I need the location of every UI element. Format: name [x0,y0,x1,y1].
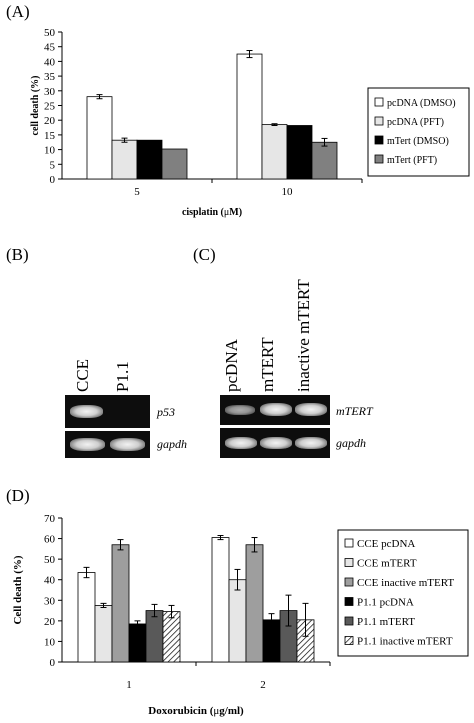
legend-label: P1.1 inactive mTERT [357,636,453,648]
x-axis-label: Doxorubicin (μg/ml) [148,705,244,717]
legend-label: pcDNA (PFT) [387,117,444,128]
chart-a-cisplatin: 0 5 10 15 20 25 30 35 40 45 50 cell death (%) 5 10 cis… [30,27,470,218]
band-pcdna-mtert [225,405,255,415]
x-axis-label: cisplatin (μM) [182,207,242,218]
panel-label-c: (C) [193,245,216,264]
gene-label-p53: p53 [157,405,175,419]
y-tick-label: 40 [44,575,56,587]
y-tick-label: 0 [50,174,56,186]
y-tick-label: 25 [44,101,56,113]
panel-label-b: (B) [6,245,29,264]
bar [228,579,247,663]
legend-label: mTert (DMSO) [387,136,449,147]
y-tick-label: 5 [50,159,56,171]
chart-d-doxorubicin: 0 10 20 30 40 50 60 70 Cell death (%) 1 2 Doxorubic… [12,513,469,717]
bar [128,623,147,663]
bar [77,572,96,663]
y-axis-label: Cell death (%) [12,555,24,624]
bar [111,139,138,180]
gel-c-gapdh [220,428,330,458]
legend-label: P1.1 mTERT [357,616,415,628]
bar [286,125,313,180]
legend-swatch [374,97,384,107]
legend-label: CCE pcDNA [357,538,415,550]
x-category-label: 2 [260,679,266,691]
y-tick-label: 40 [44,56,56,68]
x-category-label: 10 [282,186,294,198]
y-tick-label: 50 [44,27,56,39]
legend-swatch [374,116,384,126]
legend-label: CCE inactive mTERT [357,577,454,589]
bar [161,148,188,180]
band-inactive-mtert [295,403,327,416]
gel-c-mtert [220,395,330,425]
bar [211,537,230,663]
y-tick-label: 20 [44,616,56,628]
bar [162,611,181,663]
bar [94,605,113,663]
legend-swatch [374,135,384,145]
band-cce-gapdh [70,438,105,451]
lane-label-p1-1: P1.1 [113,361,132,392]
legend-swatch [344,558,354,567]
legend-label: CCE mTERT [357,558,417,570]
gene-label-gapdh-b: gapdh [157,437,187,451]
legend-box [337,529,469,657]
gel-b-gapdh [65,431,150,458]
bar [86,96,113,180]
legend-swatch [344,577,354,587]
legend-label: P1.1 pcDNA [357,597,414,609]
panel-label-a: (A) [6,2,30,21]
y-tick-label: 35 [44,71,56,83]
lane-label-cce: CCE [73,358,92,392]
legend-swatch [344,538,354,548]
bar [145,610,164,663]
y-tick-label: 10 [44,636,56,648]
bar [245,544,264,663]
bar [311,141,338,180]
band-inactive-gapdh [295,437,327,449]
legend-swatch [344,597,354,606]
y-tick-label: 20 [44,115,56,127]
band-cce-p53 [70,405,103,418]
y-tick-label: 30 [44,595,56,607]
band-p1-1-gapdh [110,438,145,451]
legend-box [367,87,470,177]
gene-label-gapdh-c: gapdh [336,436,366,450]
legend-swatch [344,616,354,626]
y-tick-label: 30 [44,86,56,98]
gel-b-p53 [65,395,150,428]
y-tick-label: 50 [44,554,56,566]
band-mtert-mtert [260,403,292,416]
lane-label-mtert: mTERT [258,337,277,392]
legend-swatch [344,636,354,645]
bar [111,544,130,663]
bar [261,124,288,180]
y-tick-label: 10 [44,145,56,157]
lane-label-pcdna: pcDNA [222,339,241,392]
bar [136,139,163,180]
y-axis-label: cell death (%) [30,76,41,136]
band-pcdna-gapdh [225,437,257,449]
panel-label-d: (D) [6,486,30,505]
x-category-label: 5 [134,186,140,198]
band-mtert-gapdh [260,437,292,449]
gene-label-mtert: mTERT [336,404,373,418]
y-tick-label: 60 [44,534,56,546]
y-tick-label: 15 [44,130,56,142]
y-tick-label: 45 [44,42,56,54]
x-category-label: 1 [126,679,132,691]
y-tick-label: 70 [44,513,56,525]
legend-label: pcDNA (DMSO) [387,98,456,109]
legend-label: mTert (PFT) [387,155,437,166]
lane-label-inactive-mtert: inactive mTERT [294,279,313,392]
bar [236,53,263,180]
legend-swatch [374,154,384,164]
y-tick-label: 0 [50,657,56,669]
